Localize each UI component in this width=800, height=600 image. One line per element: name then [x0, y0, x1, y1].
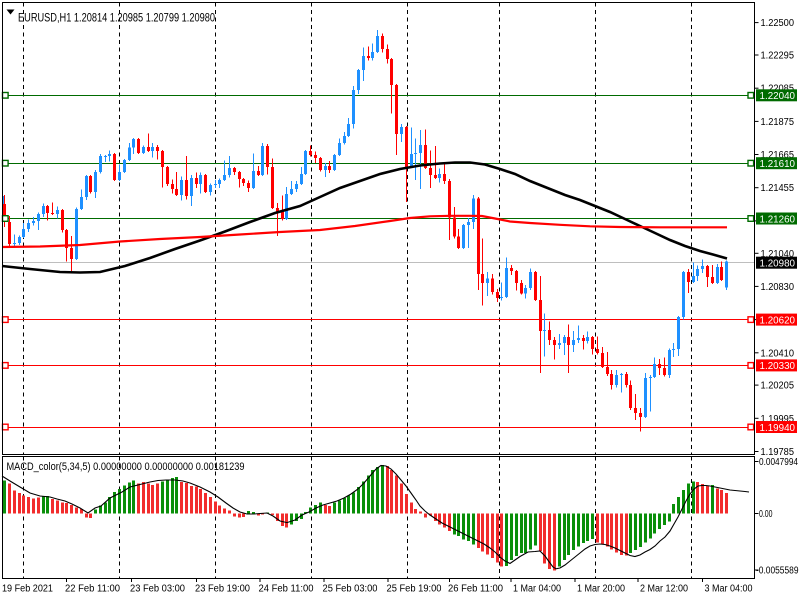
svg-text:1.21040: 1.21040 — [761, 249, 795, 260]
svg-text:1.20620: 1.20620 — [760, 315, 796, 326]
svg-text:1.20330: 1.20330 — [760, 361, 796, 372]
svg-text:1.20410: 1.20410 — [761, 348, 795, 359]
svg-text:3 Mar 04:00: 3 Mar 04:00 — [705, 584, 753, 595]
svg-text:1.22040: 1.22040 — [760, 91, 796, 102]
svg-text:1.21875: 1.21875 — [761, 117, 795, 128]
svg-text:1.21260: 1.21260 — [760, 214, 796, 225]
svg-text:25 Feb 19:00: 25 Feb 19:00 — [387, 584, 442, 595]
svg-text:23 Feb 19:00: 23 Feb 19:00 — [195, 584, 250, 595]
svg-text:MACD_color(5,34,5) 0.00000000: MACD_color(5,34,5) 0.00000000 0.00000000… — [7, 461, 245, 473]
svg-text:1.21610: 1.21610 — [760, 159, 796, 170]
svg-text:23 Feb 03:00: 23 Feb 03:00 — [130, 584, 185, 595]
svg-text:1.21665: 1.21665 — [761, 150, 795, 161]
svg-text:1 Mar 04:00: 1 Mar 04:00 — [513, 584, 561, 595]
svg-text:EURUSD,H1 1.20814 1.20985 1.2: EURUSD,H1 1.20814 1.20985 1.20799 1.2098… — [18, 13, 215, 25]
svg-text:1.19940: 1.19940 — [760, 423, 796, 434]
svg-text:25 Feb 03:00: 25 Feb 03:00 — [323, 584, 378, 595]
svg-text:1.21455: 1.21455 — [761, 183, 795, 194]
svg-text:1.22085: 1.22085 — [761, 84, 795, 95]
svg-text:1.20205: 1.20205 — [761, 381, 795, 392]
svg-text:0.0047994: 0.0047994 — [759, 457, 798, 468]
svg-text:24 Feb 11:00: 24 Feb 11:00 — [259, 584, 314, 595]
svg-text:-0.0055589: -0.0055589 — [756, 566, 799, 577]
svg-text:22 Feb 11:00: 22 Feb 11:00 — [65, 584, 120, 595]
svg-text:19 Feb 2021: 19 Feb 2021 — [2, 584, 53, 595]
svg-text:1.20830: 1.20830 — [761, 282, 795, 293]
svg-text:0.00: 0.00 — [759, 509, 773, 520]
svg-text:1.20980: 1.20980 — [760, 259, 796, 270]
svg-text:1.19995: 1.19995 — [761, 414, 795, 425]
svg-text:1.22500: 1.22500 — [761, 18, 795, 29]
svg-text:1.22295: 1.22295 — [761, 51, 795, 62]
svg-text:26 Feb 11:00: 26 Feb 11:00 — [448, 584, 503, 595]
svg-text:1 Mar 20:00: 1 Mar 20:00 — [577, 584, 625, 595]
svg-text:2 Mar 12:00: 2 Mar 12:00 — [640, 584, 688, 595]
svg-text:1.19785: 1.19785 — [761, 447, 795, 458]
